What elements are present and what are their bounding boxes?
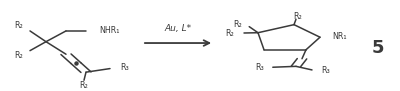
Text: R₂: R₂ [233,20,242,29]
Text: R₂: R₂ [294,12,302,21]
Text: 5: 5 [372,39,384,57]
Text: NR₁: NR₁ [332,32,347,41]
Text: R₃: R₃ [255,63,264,72]
Text: NHR₁: NHR₁ [99,26,120,35]
Text: R₂: R₂ [80,81,88,90]
Text: R₂: R₂ [14,51,23,60]
Text: R₂: R₂ [14,21,23,30]
Text: R₂: R₂ [225,29,234,38]
Text: R₃: R₃ [120,63,129,72]
Text: R₃: R₃ [321,66,330,75]
Text: Au, L*: Au, L* [164,24,192,33]
